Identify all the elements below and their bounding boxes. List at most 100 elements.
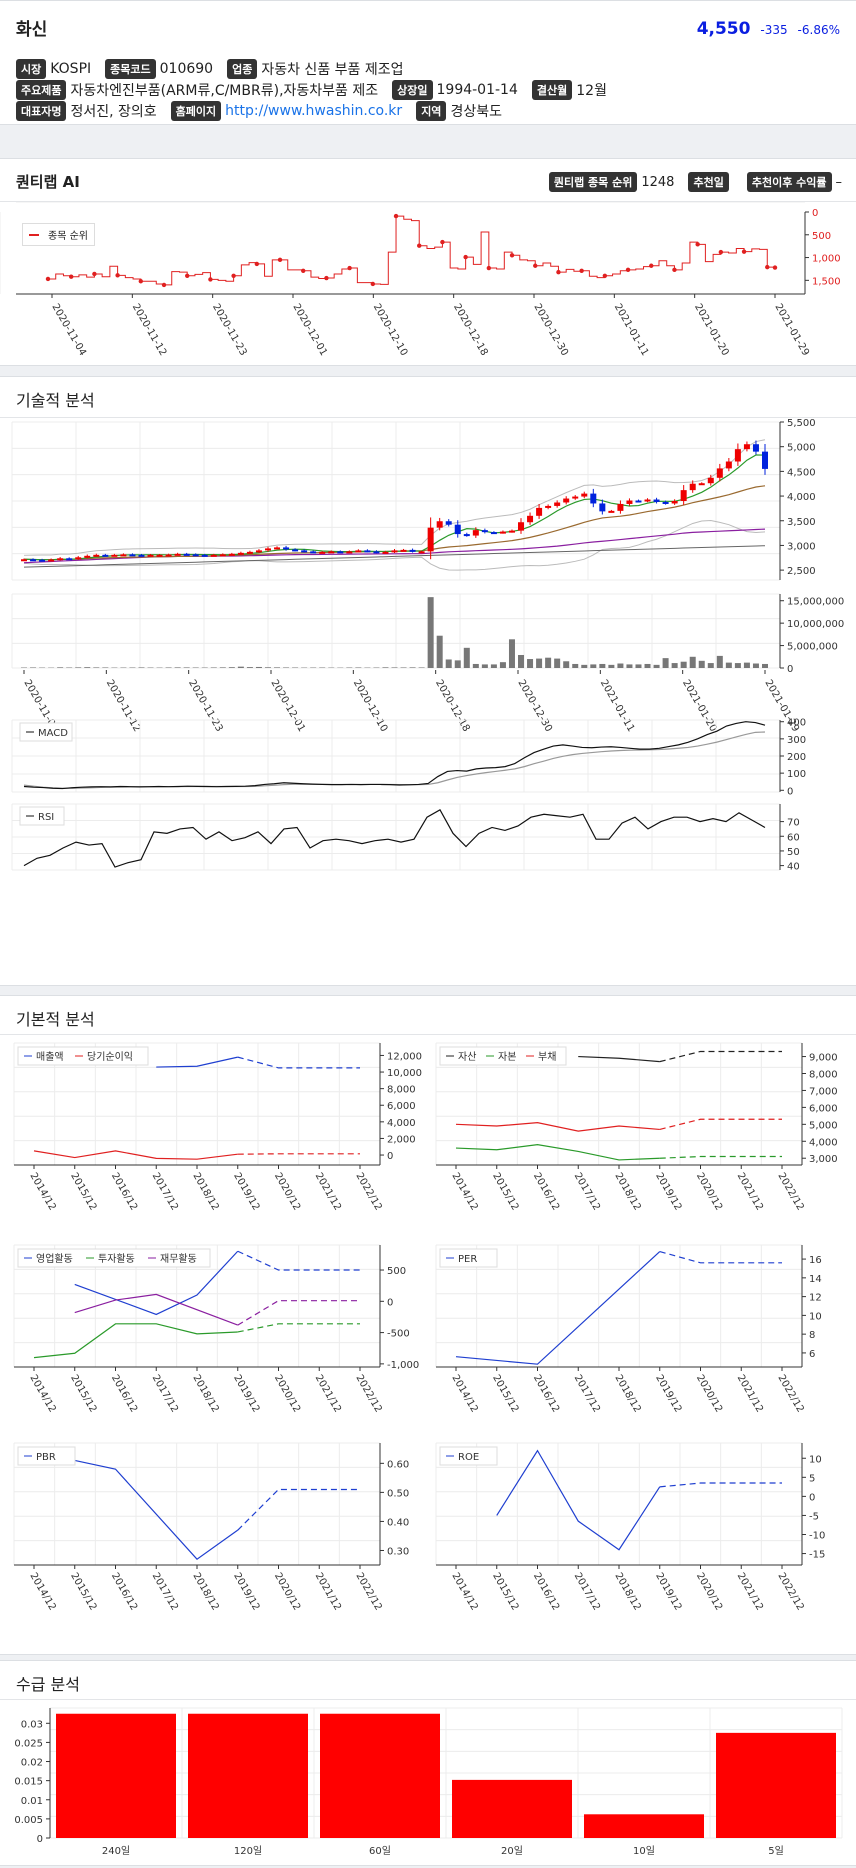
rsi-y-tick-label: 60	[787, 832, 800, 843]
candle-body	[66, 558, 73, 561]
volume-bar	[490, 664, 497, 668]
volume-bar	[536, 658, 543, 668]
fund-3-series-0-forecast	[659, 1250, 782, 1264]
rank-point	[695, 242, 700, 247]
fund-3-x-tick-label: 2017/12	[572, 1373, 602, 1414]
volume-bar	[228, 667, 235, 668]
candle-body	[328, 551, 335, 554]
supply-bar	[452, 1779, 572, 1838]
fund-4-y-tick-label: 0.30	[387, 1546, 409, 1557]
rank-x-tick-label: 2020-11-04	[49, 302, 88, 358]
candle-body	[111, 554, 118, 557]
fund-4-x-tick-label: 2021/12	[313, 1571, 343, 1612]
fund-4-x-tick-label: 2019/12	[231, 1571, 261, 1612]
volume-bar	[608, 664, 615, 668]
code-value: 010690	[159, 61, 214, 77]
fund-2-x-tick-label: 2015/12	[68, 1373, 98, 1414]
rank-x-tick-label: 2020-12-30	[531, 302, 570, 358]
candle-body	[355, 550, 362, 553]
fund-0-x-tick-label: 2019/12	[231, 1171, 261, 1212]
fund-1-x-tick-label: 2022/12	[775, 1171, 805, 1212]
return-value: –	[835, 174, 843, 190]
fund-5-y-tick-label: -10	[809, 1531, 825, 1542]
fund-3-x-tick-label: 2014/12	[449, 1373, 479, 1414]
fund-1-y-tick-label: 3,000	[809, 1154, 838, 1165]
fund-2-x-tick-label: 2020/12	[272, 1373, 302, 1414]
candle-body	[228, 553, 235, 556]
fund-1-x-tick-label: 2014/12	[449, 1171, 479, 1212]
rank-legend: 종목 순위	[22, 223, 95, 246]
homepage-link[interactable]: http://www.hwashin.co.kr	[225, 103, 403, 119]
rank-point	[370, 281, 376, 287]
candle-body	[608, 510, 615, 513]
volume-bar	[183, 667, 190, 668]
fund-4-y-tick-label: 0.50	[387, 1488, 409, 1499]
fund-1-series-2-line	[455, 1122, 660, 1132]
volume-bar	[246, 667, 253, 668]
candle-body	[21, 559, 27, 562]
volume-bar	[762, 663, 768, 668]
candle-body	[644, 499, 651, 502]
macd-legend-label: MACD	[38, 728, 68, 739]
price-change-pct: -6.86%	[797, 23, 840, 37]
rank-point	[115, 273, 120, 278]
candle-body	[201, 554, 208, 557]
recommend-date-tag: 추천일	[688, 172, 729, 192]
technical-panel: 기술적 분석 2,500 3,000 3,500 4,000 4,500 5,000 5,5…	[0, 376, 856, 986]
candle-body	[662, 501, 669, 504]
fund-0-y-tick-label: 2,000	[387, 1134, 416, 1145]
fund-5-legend-label: ROE	[458, 1452, 479, 1463]
price-y-tick-label: 4,500	[787, 467, 816, 478]
candle-body	[418, 551, 425, 554]
candle-body	[499, 531, 506, 534]
rank-x-tick-label: 2021-01-29	[772, 302, 811, 358]
info-row-3: 대표자명 정서진, 장의호 홈페이지 http://www.hwashin.co…	[16, 101, 502, 121]
fund-5-x-tick-label: 2016/12	[531, 1571, 561, 1612]
supply-y-tick-label: 0.015	[14, 1777, 43, 1788]
fund-3-x-tick-label: 2019/12	[653, 1373, 683, 1414]
supply-x-tick-label: 240일	[102, 1845, 130, 1857]
fund-1-x-tick-label: 2021/12	[735, 1171, 765, 1212]
candle-body	[590, 493, 597, 504]
volume-bar	[219, 667, 226, 668]
volume-bar	[508, 639, 515, 668]
candle-body	[246, 551, 253, 554]
candle-body	[400, 549, 407, 552]
candle-body	[671, 501, 678, 504]
price-change: -335	[760, 23, 788, 37]
fund-2-legend-box	[17, 1248, 211, 1268]
price-y-tick-label: 4,000	[787, 492, 816, 503]
volume-bar	[436, 635, 443, 668]
fund-2-series-2-line	[74, 1293, 238, 1326]
rank-point	[649, 263, 654, 268]
quantilab-title: 퀀티랩 AI	[16, 173, 80, 191]
fund-4-x-tick-label: 2020/12	[272, 1571, 302, 1612]
volume-bar	[84, 667, 91, 668]
candle-body	[563, 498, 570, 503]
fund-5-y-tick-label: 10	[809, 1454, 822, 1465]
fund-2-x-tick-label: 2018/12	[190, 1373, 220, 1414]
volume-bar	[463, 647, 470, 668]
rank-point	[347, 265, 352, 271]
macd-legend-box	[19, 722, 73, 742]
candle-body	[174, 553, 181, 556]
rank-point	[208, 277, 213, 282]
stock-price: 4,550 -335 -6.86%	[697, 19, 840, 39]
volume-bar	[734, 663, 741, 668]
candle-body	[129, 554, 136, 557]
candle-body	[147, 554, 154, 557]
rank-point	[185, 273, 190, 278]
volume-bar	[382, 667, 389, 668]
rank-x-tick-label: 2020-11-12	[130, 302, 169, 358]
candle-body	[210, 554, 217, 557]
info-row-2: 주요제품 자동차엔진부품(ARM류,C/MBR류),자동차부품 제조 상장일 1…	[16, 80, 607, 100]
candle-body	[156, 554, 163, 557]
tech-x-tick-label: 2021-01-11	[598, 678, 637, 734]
candle-body	[635, 500, 642, 503]
candle-body	[310, 551, 317, 554]
fund-5-x-tick-label: 2020/12	[694, 1571, 724, 1612]
volume-bar	[264, 667, 271, 668]
quantilab-panel: 퀀티랩 AI 퀀티랩 종목 순위 1248 추천일 추천이후 수익률 – 0 50…	[0, 158, 856, 366]
volume-bar	[752, 663, 759, 668]
fund-2-x-tick-label: 2014/12	[27, 1373, 57, 1414]
